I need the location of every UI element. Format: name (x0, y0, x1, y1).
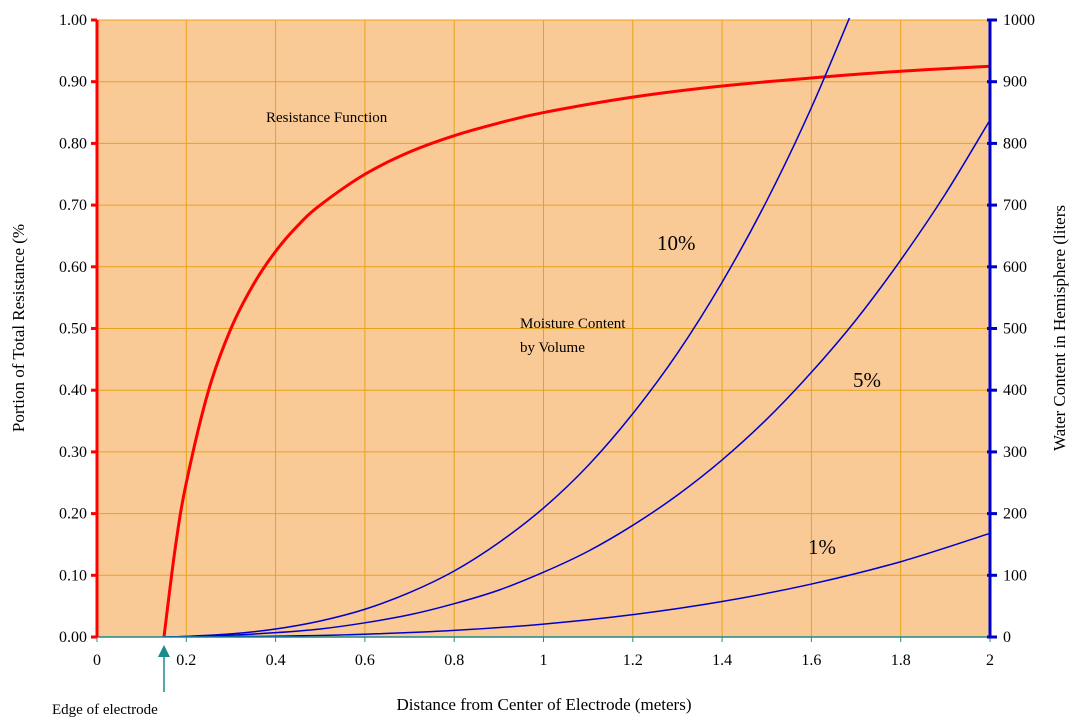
left-y-tick-label: 0.30 (59, 444, 87, 461)
axes (91, 18, 997, 642)
series-label-5: 5% (853, 368, 881, 392)
right-y-tick-label: 400 (1003, 382, 1027, 399)
left-y-tick-label: 0.90 (59, 74, 87, 91)
edge-of-electrode-marker (157, 645, 170, 692)
x-tick-label: 1.6 (801, 652, 821, 669)
edge-of-electrode-label: Edge of electrode (52, 702, 158, 717)
right-y-tick-label: 700 (1003, 197, 1027, 214)
annotation-by-volume: by Volume (520, 340, 585, 356)
series-label-1: 1% (808, 535, 836, 559)
left-y-tick-label: 0.40 (59, 382, 87, 399)
x-tick-label: 0.6 (355, 652, 375, 669)
x-tick-label: 1.4 (712, 652, 732, 669)
right-y-axis-title: Water Content in Hemisphere (liters (1050, 205, 1069, 451)
x-axis-title: Distance from Center of Electrode (meter… (396, 695, 691, 714)
x-tick-label: 2 (986, 652, 994, 669)
left-y-tick-label: 1.00 (59, 12, 87, 29)
x-tick-label: 1.8 (891, 652, 911, 669)
x-tick-label: 0 (93, 652, 101, 669)
right-y-tick-label: 100 (1003, 567, 1027, 584)
resistance-function-line (162, 64, 992, 637)
edge-arrow-head (157, 645, 170, 657)
x-tick-label: 1 (540, 652, 548, 669)
left-y-tick-label: 0.80 (59, 135, 87, 152)
right-y-tick-label: 800 (1003, 135, 1027, 152)
x-tick-label: 0.2 (176, 652, 196, 669)
right-y-tick-label: 900 (1003, 74, 1027, 91)
moisture-10-percent-line (163, 18, 851, 637)
left-y-tick-label: 0.00 (59, 629, 87, 646)
left-y-tick-label: 0.60 (59, 259, 87, 276)
right-y-tick-label: 500 (1003, 321, 1027, 338)
right-y-tick-label: 0 (1003, 629, 1011, 646)
left-y-tick-label: 0.10 (59, 567, 87, 584)
right-y-tick-label: 1000 (1003, 12, 1035, 29)
right-y-tick-label: 200 (1003, 506, 1027, 523)
left-y-tick-label: 0.20 (59, 506, 87, 523)
left-y-axis-title: Portion of Total Resistance (% (9, 224, 28, 432)
moisture-5-percent-line (163, 119, 991, 637)
x-tick-label: 0.8 (444, 652, 464, 669)
annotation-resistance-function: Resistance Function (266, 110, 388, 126)
annotation-moisture-content: Moisture Content (520, 316, 626, 332)
right-y-tick-label: 300 (1003, 444, 1027, 461)
x-tick-label: 1.2 (623, 652, 643, 669)
series-label-10: 10% (657, 231, 696, 255)
left-y-tick-label: 0.50 (59, 321, 87, 338)
tick-labels: 0 0.2 0.4 0.6 0.8 1 1.2 1.4 1.6 1.8 2 0.00 0.10 0.20 0… (59, 12, 1035, 669)
left-y-tick-label: 0.70 (59, 197, 87, 214)
right-y-tick-label: 600 (1003, 259, 1027, 276)
series-layer (162, 18, 992, 637)
x-tick-label: 0.4 (266, 652, 286, 669)
